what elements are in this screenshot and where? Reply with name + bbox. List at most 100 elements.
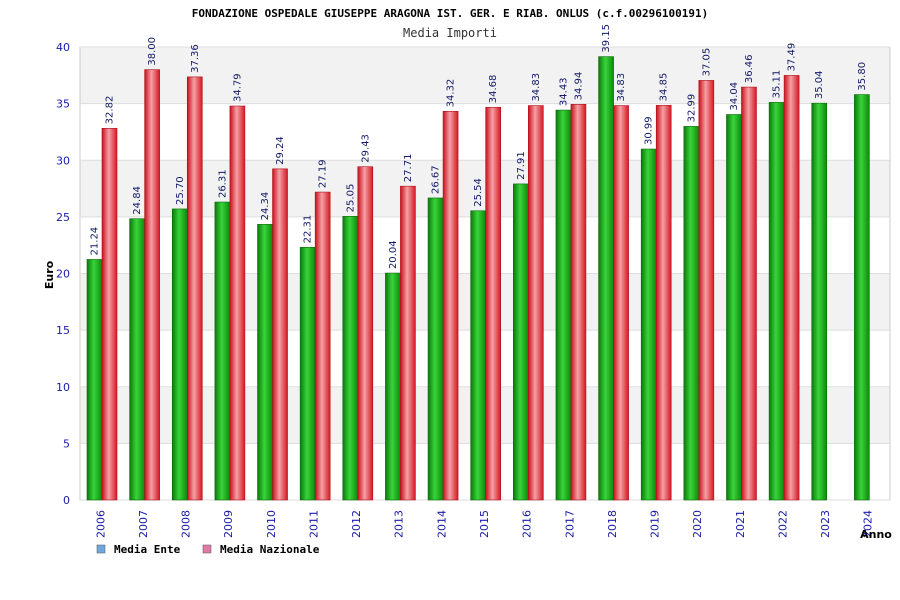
value-label: 29.43	[360, 134, 371, 163]
bar-media-ente-2012	[342, 216, 359, 501]
bar-media-ente-2008	[171, 208, 188, 501]
value-label: 25.05	[345, 184, 356, 213]
y-tick-label: 10	[56, 381, 70, 394]
bar-media-ente-2007	[129, 218, 145, 501]
bar-media-ente-2011	[299, 247, 316, 501]
value-label: 37.49	[787, 43, 798, 72]
bar-media-ente-2013	[385, 272, 401, 501]
bar-media-nazionale-2009	[229, 105, 246, 501]
value-label: 30.99	[644, 116, 655, 145]
y-tick-label: 40	[56, 41, 70, 54]
bar-media-nazionale-2007	[144, 69, 160, 501]
value-label: 35.11	[772, 70, 783, 99]
x-tick-label: 2009	[222, 510, 235, 538]
value-label: 27.71	[403, 154, 414, 183]
legend-label-nazionale: Media Nazionale	[220, 543, 320, 556]
legend-label-ente: Media Ente	[114, 543, 181, 556]
chart-subtitle: Media Importi	[403, 26, 497, 40]
bar-media-ente-2015	[470, 210, 486, 501]
y-tick-label: 5	[63, 437, 70, 450]
value-label: 27.91	[516, 151, 527, 180]
bar-media-ente-2006	[86, 259, 103, 501]
x-axis-label: Anno	[860, 528, 892, 541]
x-tick-label: 2011	[307, 510, 320, 538]
x-tick-label: 2023	[819, 510, 832, 538]
bar-media-ente-2021	[726, 114, 742, 501]
bar-media-ente-2017	[555, 109, 572, 501]
value-label: 34.04	[729, 82, 740, 111]
value-label: 35.80	[857, 62, 868, 91]
bar-media-nazionale-2020	[698, 80, 715, 501]
value-label: 25.54	[473, 178, 484, 207]
value-label: 34.83	[531, 73, 542, 102]
value-label: 37.36	[190, 44, 201, 73]
bar-media-ente-2014	[427, 197, 444, 501]
legend-swatch-nazionale	[202, 544, 212, 554]
bar-media-nazionale-2019	[655, 105, 672, 501]
bar-media-ente-2022	[768, 102, 785, 501]
x-tick-label: 2013	[393, 510, 406, 538]
value-label: 20.04	[388, 240, 399, 269]
value-label: 34.79	[232, 73, 243, 102]
value-label: 24.84	[132, 186, 143, 215]
bar-media-nazionale-2018	[613, 105, 629, 501]
y-axis-ticks: 0 5 10 15 20 25 30 35 40	[56, 41, 70, 507]
x-tick-label: 2008	[180, 510, 193, 538]
y-tick-label: 20	[56, 268, 70, 281]
value-label: 34.43	[558, 77, 569, 106]
value-label: 29.24	[275, 136, 286, 165]
value-label: 26.31	[217, 169, 228, 198]
chart-title: FONDAZIONE OSPEDALE GIUSEPPE ARAGONA IST…	[192, 7, 709, 20]
x-tick-label: 2020	[691, 510, 704, 538]
value-label: 26.67	[431, 165, 442, 194]
value-label: 38.00	[147, 37, 158, 66]
y-tick-label: 30	[56, 154, 70, 167]
bar-media-ente-2023	[811, 102, 828, 501]
value-label: 39.15	[601, 24, 612, 53]
bar-media-nazionale-2011	[314, 191, 331, 501]
y-tick-label: 15	[56, 324, 70, 337]
value-label: 32.99	[686, 94, 697, 123]
value-label: 37.05	[701, 48, 712, 77]
x-tick-label: 2024	[862, 510, 875, 538]
bars-group	[86, 56, 870, 501]
bar-media-nazionale-2017	[570, 104, 587, 501]
value-label: 34.68	[488, 75, 499, 104]
legend-swatch-ente	[96, 544, 106, 554]
value-label: 36.46	[744, 54, 755, 83]
bar-media-nazionale-2012	[357, 166, 374, 501]
bar-media-ente-2020	[683, 126, 700, 501]
bar-media-ente-2009	[214, 201, 231, 501]
bar-media-nazionale-2022	[783, 75, 800, 501]
bar-media-nazionale-2006	[101, 128, 118, 501]
value-label: 34.94	[573, 72, 584, 101]
bar-media-ente-2016	[513, 183, 529, 501]
value-label: 21.24	[90, 227, 101, 256]
legend: Media Ente Media Nazionale	[96, 543, 320, 556]
bar-media-nazionale-2008	[186, 76, 203, 501]
y-tick-label: 35	[56, 98, 70, 111]
value-label: 35.04	[814, 71, 825, 100]
bar-media-nazionale-2013	[400, 185, 416, 501]
x-tick-label: 2006	[94, 510, 107, 538]
y-tick-label: 0	[63, 494, 70, 507]
x-tick-label: 2010	[265, 510, 278, 538]
x-tick-label: 2014	[435, 510, 448, 538]
x-tick-label: 2016	[521, 510, 534, 538]
bar-media-ente-2018	[598, 56, 614, 501]
x-tick-label: 2019	[649, 510, 662, 538]
x-tick-label: 2018	[606, 510, 619, 538]
y-tick-label: 25	[56, 211, 70, 224]
y-axis-label: Euro	[43, 260, 56, 289]
bar-media-nazionale-2010	[272, 168, 288, 501]
x-tick-label: 2021	[734, 510, 747, 538]
value-label: 22.31	[303, 215, 314, 244]
bar-media-nazionale-2016	[528, 105, 544, 501]
x-tick-label: 2015	[478, 510, 491, 538]
value-label: 34.32	[446, 79, 457, 108]
x-tick-label: 2022	[776, 510, 789, 538]
value-label: 34.83	[616, 73, 627, 102]
x-tick-label: 2007	[137, 510, 150, 538]
value-label: 27.19	[318, 159, 329, 188]
